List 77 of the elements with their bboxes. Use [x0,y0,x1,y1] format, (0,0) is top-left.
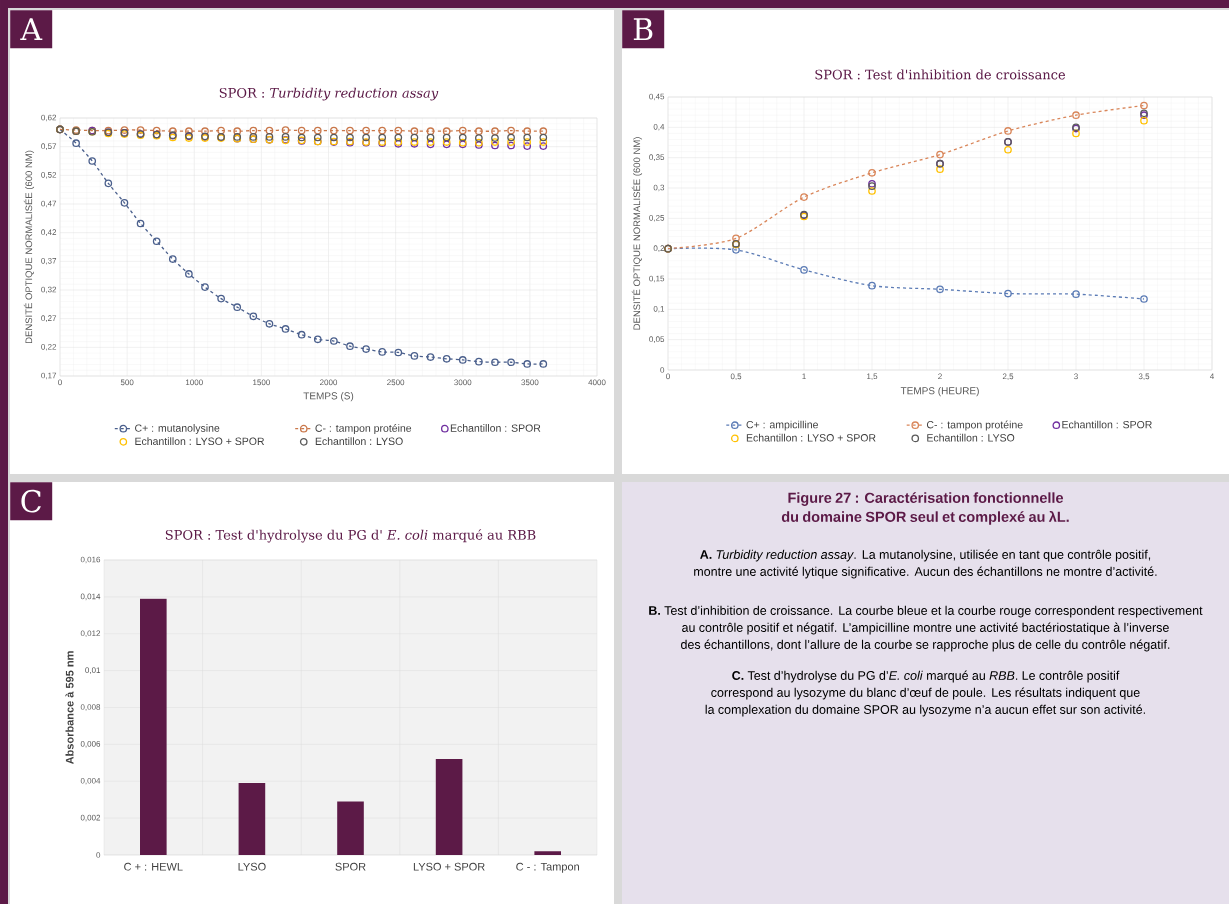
x-tick-label: 0,5 [730,373,742,381]
y-tick-label: 0,1 [653,306,665,313]
x-tick-label: 2 [938,373,942,380]
y-tick-label: 0,52 [41,172,57,179]
y-tick-label: 0,016 [80,556,101,564]
y-tick-label: 0,37 [41,258,57,265]
x-tick-label: C - : Tampon [516,862,579,873]
legend-label: Echantillon : LYSO + SPOR [135,437,265,445]
x-axis-title: TEMPS (HEURE) [900,386,979,397]
y-tick-label: 0,4 [653,124,665,131]
y-tick-label: 0,45 [649,93,665,101]
text: A. Turbidity reduction assay. La mutanolysine, utilisée en tant que contrôle positif, montre une activité lytique significative. Aucun des échantillons ne montre d’activité. [694,549,1157,579]
x-tick-label: 3,5 [1138,373,1150,381]
legend-label: Echantillon : LYSO [927,433,1015,442]
x-tick-label: 1500 [253,379,270,386]
text: C [21,489,41,513]
x-tick-label: 3500 [521,379,539,386]
legend-label: Echantillon : SPOR [450,424,541,432]
y-tick-label: 0,47 [41,200,57,208]
y-tick-label: 0,004 [80,777,101,785]
y-tick-label: 0 [660,367,665,373]
x-axis-title: TEMPS (S) [303,392,354,402]
y-tick-label: 0,008 [80,704,101,711]
y-tick-label: 0,05 [649,336,665,343]
x-tick-label: 2500 [387,379,405,386]
text: C. Test d’hydrolyse du PG d’E. coli marqué au RBB. Le contrôle positif correspond au lysozyme du blanc d’œuf de poule. Les résultats indiquent que la complexation du domaine SPOR au lysozyme n’a aucun effet sur son activité. [705,670,1145,717]
legend-label: Echantillon : SPOR [1062,420,1152,429]
y-tick-label: 0,42 [41,229,57,236]
x-tick-label: 1 [802,373,806,380]
x-tick-label: LYSO [238,862,266,871]
x-tick-label: 0 [58,379,62,386]
y-tick-label: 0,012 [80,630,101,638]
x-tick-label: 1000 [185,379,203,386]
x-tick-label: 1,5 [867,373,878,381]
x-tick-label: 0 [666,373,670,380]
text: A [20,18,43,41]
x-tick-label: 500 [120,379,134,386]
y-axis-title: DENSITÉ OPTIQUE NORMALISÉE (600 NM) [23,150,35,344]
legend-label: Echantillon : LYSO [315,437,403,445]
legend-label: C+ : mutanolysine [135,424,220,434]
text: Figure 27 : Caractérisation fonctionnelle du domaine SPOR seul et complexé au λL. [781,492,1069,525]
x-tick-label: 2,5 [1002,373,1014,381]
x-tick-label: 2000 [320,379,338,386]
chart-title: SPOR : Turbidity reduction assay [219,87,439,101]
x-tick-label: C + : HEWL [124,862,183,871]
chart-title: SPOR : Test d'hydrolyse du PG d' E. coli marqué au RBB [165,529,536,543]
x-tick-label: SPOR [335,862,366,871]
y-tick-label: 0,27 [41,315,57,322]
y-tick-label: 0,35 [649,154,665,161]
chart-title: SPOR : Test d'inhibition de croissance [815,69,1066,80]
legend-label: Echantillon : LYSO + SPOR [746,433,876,442]
legend-label: C+ : ampicilline [746,420,818,431]
y-tick-label: 0,014 [80,593,101,601]
y-tick-label: 0,62 [41,114,57,122]
legend-label: C- : tampon protéine [315,424,412,434]
y-tick-label: 0,006 [80,741,101,748]
y-axis-title: DENSITÉ OPTIQUE NORMALISÉE (600 NM) [631,137,643,330]
y-tick-label: 0,002 [80,814,101,822]
x-tick-label: 4 [1209,373,1214,380]
y-tick-label: 0,15 [649,275,665,283]
x-tick-label: 4000 [588,379,606,386]
y-tick-label: 0,22 [41,344,57,351]
y-tick-label: 0,2 [653,245,665,252]
y-tick-label: 0,25 [649,215,665,222]
x-tick-label: LYSO + SPOR [413,862,485,871]
y-tick-label: 0,32 [41,286,57,294]
y-tick-label: 0,17 [41,372,57,380]
y-tick-label: 0,57 [41,143,57,150]
text: B. Test d’inhibition de croissance. La courbe bleue et la courbe rouge correspondent respectivement au contrôle positif et négatif. L’ampicilline montre une activité bactériostatique à l’inverse des échantillons, dont l’allure de la courbe se rapproche plus de celle du contrôle négatif. [649,605,1203,652]
y-axis-title: Absorbance à 595 nm [65,651,74,765]
text: B [633,18,653,41]
y-tick-label: 0,3 [653,184,665,192]
y-tick-label: 0,01 [85,667,101,674]
legend-label: C- : tampon protéine [926,420,1023,431]
x-tick-label: 3 [1074,373,1078,380]
y-tick-label: 0 [96,852,101,858]
x-tick-label: 3000 [454,379,472,386]
